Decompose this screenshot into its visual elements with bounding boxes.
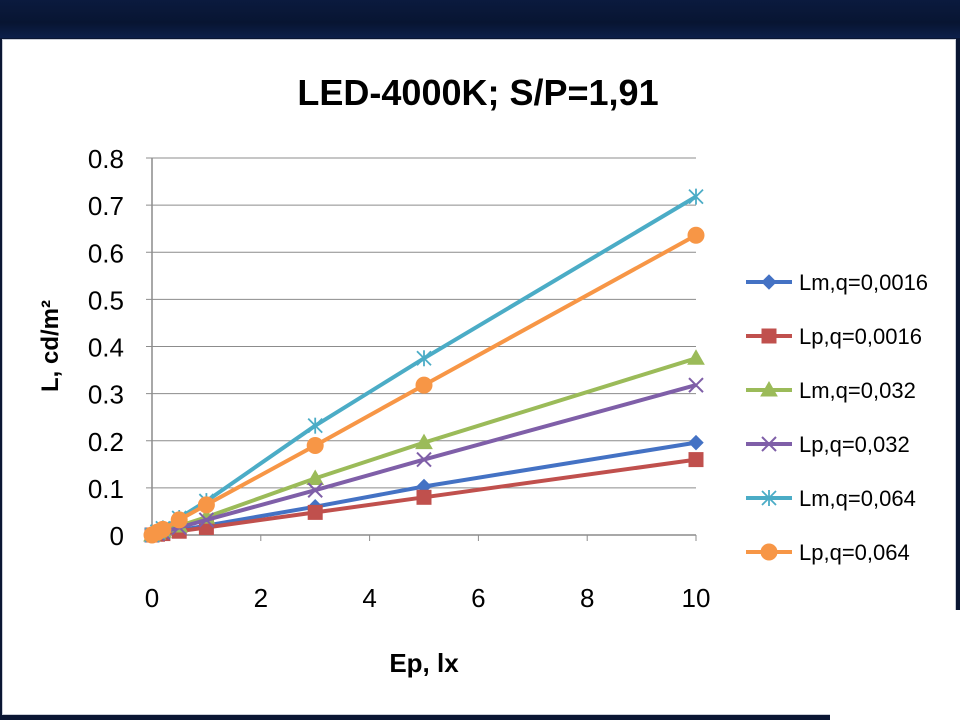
legend-item-5: Lm,q=0,064 <box>746 486 916 511</box>
marker-star <box>761 490 777 506</box>
y-tick-label: 0.5 <box>88 285 124 315</box>
legend-label: Lm,q=0,032 <box>799 378 916 403</box>
marker-circle <box>687 226 705 244</box>
series-4 <box>144 377 704 543</box>
axes <box>146 157 697 541</box>
marker-x-stroke <box>416 451 432 468</box>
x-tick-label: 2 <box>254 583 268 613</box>
x-tick-label: 0 <box>145 583 159 613</box>
marker-circle <box>170 511 188 529</box>
legend-item-1: Lm,q=0,0016 <box>746 270 928 295</box>
marker-x <box>198 512 215 528</box>
marker-x <box>688 377 704 393</box>
marker-star <box>688 188 704 205</box>
legend-label: Lm,q=0,064 <box>799 486 916 511</box>
marker-triangle <box>415 433 433 450</box>
y-tick-label: 0.7 <box>88 191 124 221</box>
marker-star <box>416 350 432 367</box>
marker-square <box>307 504 323 520</box>
marker-circle <box>760 543 778 561</box>
legend-item-4: Lp,q=0,032 <box>746 432 910 457</box>
legend-label: Lp,q=0,032 <box>799 432 910 457</box>
y-tick-label: 0.1 <box>88 474 124 504</box>
marker-diamond <box>761 274 777 290</box>
legend-label: Lm,q=0,0016 <box>799 270 928 295</box>
y-tick-label: 0.6 <box>88 238 124 268</box>
x-axis-label: Ep, lx <box>389 648 459 678</box>
legend-item-2: Lp,q=0,0016 <box>746 324 922 349</box>
marker-diamond <box>688 434 704 451</box>
legend-item-6: Lp,q=0,064 <box>746 540 910 565</box>
chart-area <box>2 39 956 715</box>
y-tick-label: 0.2 <box>88 427 124 457</box>
legend: Lm,q=0,0016 Lp,q=0,0016 Lm,q=0,032 Lp,q=0,0… <box>746 270 928 565</box>
x-tick-label: 6 <box>471 583 485 613</box>
y-tick-label: 0.8 <box>88 144 124 174</box>
legend-label: Lp,q=0,0016 <box>799 324 922 349</box>
slide-right-edge <box>956 40 960 610</box>
data-series <box>143 188 705 544</box>
marker-square <box>688 452 704 468</box>
y-tick-label: 0 <box>110 521 124 551</box>
x-tick-label: 10 <box>682 583 711 613</box>
marker-triangle <box>760 380 778 397</box>
marker-star <box>307 417 323 434</box>
slide-header-band <box>0 0 960 38</box>
slide-bottom-right-corner <box>830 610 960 720</box>
legend-label: Lp,q=0,064 <box>799 540 910 565</box>
marker-circle <box>415 376 433 394</box>
marker-x-stroke <box>307 482 323 498</box>
x-tick-label: 8 <box>580 583 594 613</box>
y-tick-label: 0.4 <box>88 333 124 363</box>
y-axis-label: L, cd/m² <box>37 300 64 392</box>
series-6 <box>143 226 705 544</box>
legend-item-3: Lm,q=0,032 <box>746 378 916 403</box>
chart-title: LED-4000K; S/P=1,91 <box>297 72 658 113</box>
marker-x-stroke <box>761 436 777 452</box>
marker-x <box>416 451 432 468</box>
marker-x-stroke <box>688 377 704 393</box>
series-2 <box>144 452 704 543</box>
marker-x <box>761 436 777 452</box>
marker-square <box>761 328 777 344</box>
y-tick-label: 0.3 <box>88 380 124 410</box>
marker-circle <box>306 436 324 454</box>
x-tick-label: 4 <box>362 583 376 613</box>
tick-labels: 0 0.1 0.2 0.3 0.4 0.5 0.6 0.7 0.8 0 2 4 6 8 10 <box>88 144 711 613</box>
marker-triangle <box>306 469 325 485</box>
marker-square <box>416 489 432 505</box>
marker-triangle <box>687 349 705 365</box>
marker-circle <box>197 496 215 514</box>
marker-circle <box>154 520 172 538</box>
marker-x <box>307 482 323 498</box>
marker-x-stroke <box>198 512 215 528</box>
